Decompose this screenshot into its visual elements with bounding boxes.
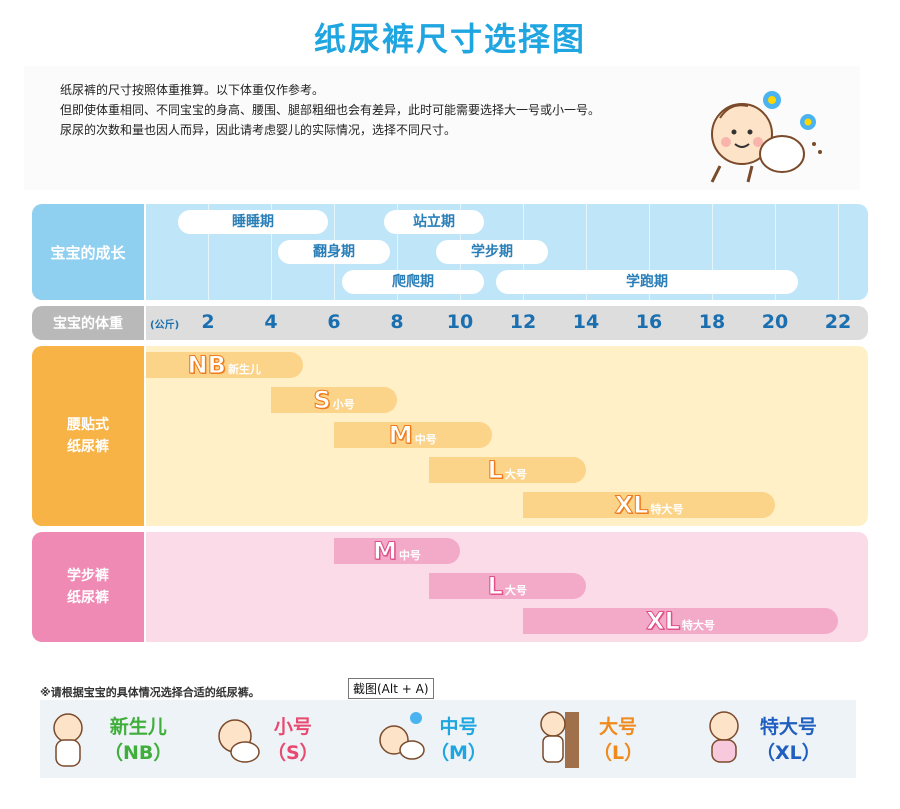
stage-sleeping: 睡睡期	[178, 210, 328, 234]
pants-diaper-header: 学步裤 纸尿裤	[32, 532, 144, 642]
intro-line: 尿尿的次数和量也因人而异，因此请考虑婴儿的实际情况，选择不同尺寸。	[60, 123, 457, 137]
size-guide-strip: 新生儿 （NB） 小号 （S） 中号 （M） 大号 （L） 特大号 （XL）	[40, 700, 856, 778]
size-code: NB	[187, 351, 226, 380]
size-name: 特大号	[681, 619, 715, 632]
weight-scale: (公斤) 2 4 6 8 10 12 14 16 18 20 22	[146, 306, 868, 340]
weight-tick: 14	[572, 311, 600, 333]
size-code: M	[388, 421, 413, 450]
tape-size-bar-m: M 中号	[334, 421, 492, 450]
size-code: L	[487, 572, 503, 601]
size-guide-name: 小号	[273, 716, 312, 738]
intro-box: 纸尿裤的尺寸按照体重推算。以下体重仅作参考。 但即使体重相同、不同宝宝的身高、腰…	[24, 66, 860, 190]
size-name: 大号	[504, 468, 527, 481]
size-name: 特大号	[650, 503, 684, 516]
size-guide-name: 大号	[599, 716, 638, 738]
crawling-baby-illustration	[710, 91, 822, 183]
baby-illustration-icon	[379, 712, 425, 760]
stage-crawling: 爬爬期	[342, 270, 484, 294]
stage-walking: 学步期	[436, 240, 548, 264]
size-name: 中号	[398, 549, 421, 562]
weight-tick: 10	[446, 311, 474, 333]
size-code: XL	[614, 491, 649, 520]
baby-illustration-icon	[540, 711, 579, 768]
growth-stages-area: 睡睡期 站立期 翻身期 学步期 爬爬期 学跑期	[146, 204, 868, 300]
stage-running: 学跑期	[496, 270, 798, 294]
size-guide-code: （L）	[593, 742, 644, 764]
stage-standing: 站立期	[384, 210, 484, 234]
tape-size-bar-nb: NB 新生儿	[146, 351, 303, 380]
weight-tick: 12	[509, 311, 537, 333]
tape-header-line: 纸尿裤	[67, 439, 109, 455]
pants-diaper-sizes: M 中号 L 大号 XL 特大号	[146, 532, 868, 642]
intro-line: 但即使体重相同、不同宝宝的身高、腰围、腿部粗细也会有差异，此时可能需要选择大一号…	[60, 103, 601, 117]
pants-header-line: 学步裤	[67, 568, 109, 584]
pants-size-bar-l: L 大号	[428, 572, 586, 601]
footnote: ※请根据宝宝的具体情况选择合适的纸尿裤。	[40, 686, 260, 699]
size-guide-item: 大号 （L）	[529, 700, 689, 778]
size-name: 中号	[414, 433, 437, 446]
weight-tick: 16	[635, 311, 663, 333]
size-name: 新生儿	[227, 363, 261, 376]
weight-row-header: 宝宝的体重	[32, 306, 144, 340]
page-title: 纸尿裤尺寸选择图	[313, 20, 586, 58]
tape-size-bar-xl: XL 特大号	[523, 491, 775, 520]
baby-illustration-icon	[218, 719, 260, 763]
size-name: 小号	[332, 398, 355, 411]
size-guide-name: 新生儿	[109, 716, 167, 738]
weight-tick: 8	[390, 311, 404, 333]
size-name: 大号	[504, 584, 527, 597]
size-guide-name: 特大号	[759, 716, 817, 738]
tape-size-bar-s: S 小号	[271, 386, 397, 415]
weight-tick: 18	[698, 311, 726, 333]
size-guide-code: （NB）	[104, 742, 173, 764]
tape-diaper-sizes: NB 新生儿 S 小号 M 中号 L 大号 XL 特大号	[146, 346, 868, 526]
screenshot-tooltip: 截图(Alt + A)	[348, 678, 434, 699]
intro-line: 纸尿裤的尺寸按照体重推算。以下体重仅作参考。	[60, 83, 325, 97]
size-guide-item: 中号 （M）	[366, 700, 526, 778]
pants-header-line: 纸尿裤	[67, 590, 109, 606]
weight-tick: 2	[201, 311, 215, 333]
baby-illustration-icon	[53, 713, 83, 767]
size-guide-item: 新生儿 （NB）	[40, 700, 200, 778]
weight-tick: 20	[761, 311, 789, 333]
baby-illustration-icon	[709, 711, 739, 763]
pants-size-bar-m: M 中号	[334, 537, 460, 566]
tape-header-line: 腰贴式	[67, 417, 109, 433]
tape-diaper-header: 腰贴式 纸尿裤	[32, 346, 144, 526]
size-guide-name: 中号	[439, 716, 478, 738]
growth-row-header: 宝宝的成长	[32, 204, 144, 300]
size-guide-code: （M）	[430, 742, 487, 764]
pants-size-bar-xl: XL 特大号	[523, 607, 838, 636]
size-guide-code: （XL）	[756, 742, 821, 764]
size-guide-code: （S）	[267, 742, 319, 764]
tape-size-bar-l: L 大号	[428, 456, 586, 485]
size-code: XL	[646, 607, 681, 636]
weight-tick: 4	[264, 311, 278, 333]
size-code: M	[373, 537, 398, 566]
weight-tick: 6	[327, 311, 341, 333]
weight-unit: (公斤)	[150, 320, 180, 331]
size-guide-item: 小号 （S）	[203, 700, 363, 778]
weight-tick: 22	[824, 311, 852, 333]
size-code: S	[313, 386, 331, 415]
size-code: L	[487, 456, 503, 485]
stage-rolling: 翻身期	[278, 240, 390, 264]
size-guide-item: 特大号 （XL）	[692, 700, 852, 778]
